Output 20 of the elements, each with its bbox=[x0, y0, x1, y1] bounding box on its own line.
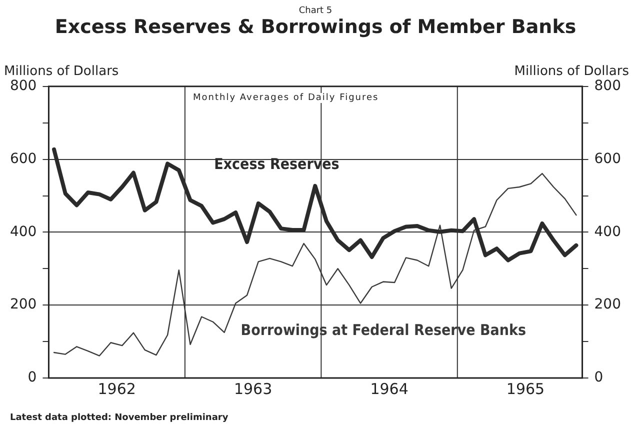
y2-tick-label: 800 bbox=[594, 78, 622, 94]
x-tick-label: 1962 bbox=[98, 380, 136, 398]
y-axis-title: Millions of Dollars bbox=[4, 64, 119, 79]
x-tick-label: 1965 bbox=[506, 380, 545, 398]
y2-tick-label: 0 bbox=[594, 370, 604, 386]
y2-tick-label: 400 bbox=[594, 224, 622, 240]
y-tick-label: 200 bbox=[10, 296, 37, 313]
y-tick-label: 400 bbox=[10, 224, 37, 240]
chart-subtitle: Chart 5 bbox=[298, 6, 334, 16]
chart-title: Excess Reserves & Borrowings of Member Banks bbox=[54, 16, 578, 38]
x-tick-label: 1963 bbox=[234, 380, 272, 398]
annotation: Monthly Averages of Daily Figures bbox=[190, 93, 382, 103]
y2-tick-label: 200 bbox=[594, 296, 622, 313]
y-tick-label: 800 bbox=[10, 78, 37, 94]
y2-axis-title: Millions of Dollars bbox=[514, 64, 629, 79]
x-tick-label: 1964 bbox=[370, 380, 408, 398]
y2-tick-label: 600 bbox=[594, 150, 622, 167]
text: Latest data plotted: November preliminary bbox=[10, 413, 228, 423]
y-tick-label: 600 bbox=[10, 150, 37, 167]
y-tick-label: 0 bbox=[28, 370, 37, 386]
